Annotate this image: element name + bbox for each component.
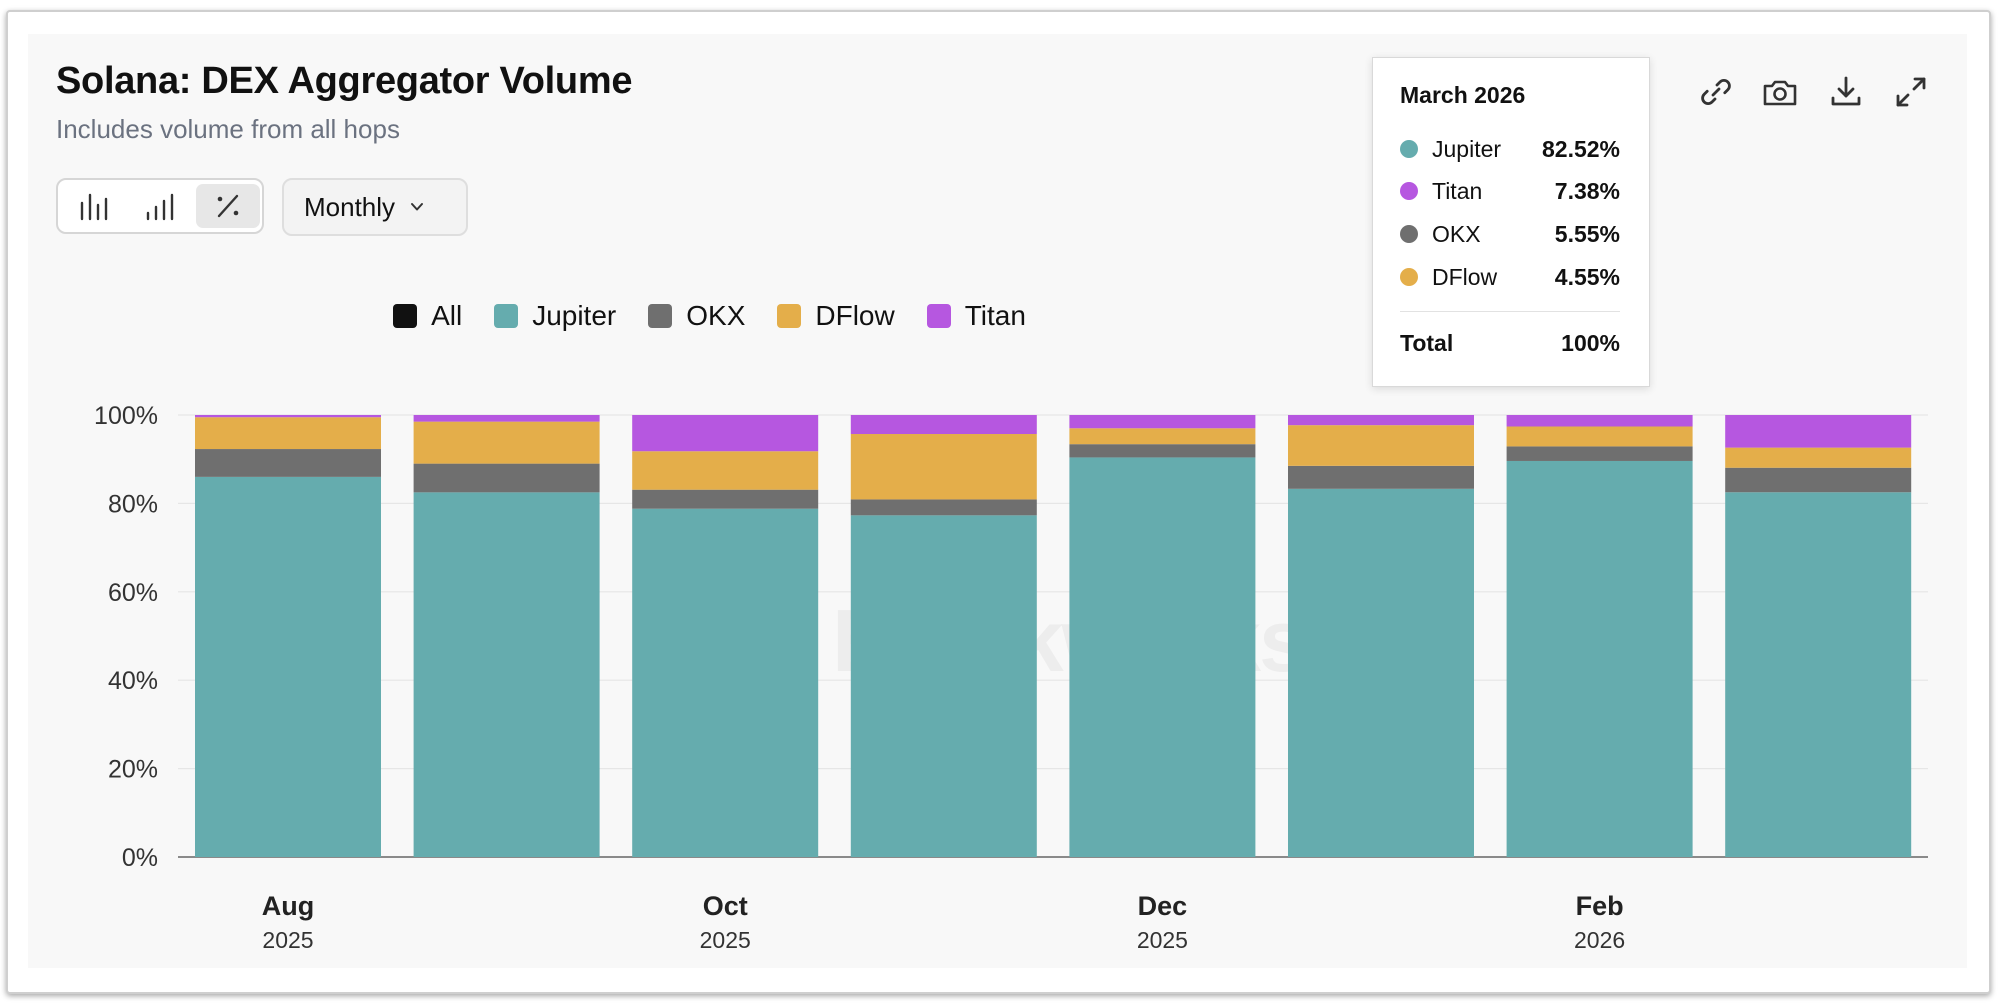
legend-item-okx[interactable]: OKX (648, 300, 745, 332)
chevron-down-icon (411, 203, 424, 211)
bar-segment-dflow (850, 434, 1037, 500)
bar-segment-okx (1069, 444, 1256, 458)
tooltip-series-value: 82.52% (1541, 135, 1620, 162)
tooltip-series-value: 5.55% (1554, 220, 1620, 247)
bar-segment-okx (632, 489, 819, 509)
bar-segment-dflow (1506, 426, 1693, 447)
tooltip-series-name: DFlow (1432, 263, 1498, 290)
bar-segment-dflow (195, 417, 381, 450)
bar-segment-okx (1288, 465, 1474, 489)
legend-label: Jupiter (532, 300, 617, 331)
y-tick-label: 80% (108, 490, 158, 518)
bar-segment-titan (195, 415, 381, 418)
tooltip-row: OKX 5.55% (1400, 219, 1620, 249)
bar-segment-titan (1725, 415, 1912, 448)
tooltip-series-name: Jupiter (1432, 135, 1502, 162)
x-tick-year: 2026 (1574, 927, 1625, 953)
x-tick-month: Oct (703, 891, 748, 921)
hover-tooltip: March 2026 Jupiter 82.52% Titan 7.38% OK… (1372, 57, 1650, 387)
link-icon[interactable] (1694, 70, 1738, 114)
bar-segment-jupiter (195, 476, 381, 857)
tooltip-dot (1400, 225, 1418, 243)
percent-icon[interactable] (196, 184, 260, 228)
camera-icon[interactable] (1758, 70, 1802, 114)
legend-label: OKX (686, 300, 746, 331)
bar-segment-okx (195, 449, 381, 477)
tooltip-total-label: Total (1400, 329, 1454, 356)
bar-segment-titan (1069, 415, 1256, 429)
tooltip-total-row: Total 100% (1400, 328, 1620, 358)
bar-segment-titan (850, 415, 1037, 435)
y-tick-label: 20% (108, 756, 158, 784)
legend-label: All (431, 300, 463, 331)
x-tick-month: Feb (1576, 891, 1624, 921)
bar-segment-titan (1288, 415, 1474, 426)
tooltip-title: March 2026 (1400, 82, 1526, 108)
tooltip-row: DFlow 4.55% (1400, 262, 1620, 292)
legend-item-titan[interactable]: Titan (926, 300, 1026, 332)
period-dropdown[interactable]: Monthly (282, 178, 468, 236)
legend-label: Titan (964, 300, 1026, 331)
bar-segment-jupiter (1506, 460, 1693, 857)
legend-item-dflow[interactable]: DFlow (777, 300, 895, 332)
x-tick-year: 2025 (700, 927, 751, 953)
chart-subtitle: Includes volume from all hops (56, 114, 400, 144)
tooltip-dot (1400, 140, 1418, 158)
expand-icon[interactable] (1889, 70, 1933, 114)
x-tick-month: Aug (262, 891, 314, 921)
bar-segment-jupiter (850, 515, 1037, 857)
bar-segment-dflow (1725, 447, 1912, 468)
legend-swatch (494, 304, 519, 328)
bar-segment-jupiter (1288, 488, 1474, 857)
tooltip-row: Titan 7.38% (1400, 176, 1620, 206)
tooltip-divider (1400, 311, 1620, 312)
bar-segment-dflow (1288, 425, 1474, 466)
tooltip-series-value: 4.55% (1554, 263, 1620, 290)
bar-segment-okx (1506, 446, 1693, 461)
tooltip-dot (1400, 182, 1418, 200)
chart-title: Solana: DEX Aggregator Volume (56, 60, 633, 102)
bar-segment-titan (413, 415, 600, 422)
bar-segment-jupiter (413, 492, 600, 857)
legend-swatch (926, 304, 951, 328)
x-tick-year: 2025 (262, 927, 313, 953)
bar-segment-jupiter (1069, 457, 1256, 857)
tooltip-series-value: 7.38% (1554, 177, 1620, 204)
legend-item-all[interactable]: All (393, 300, 462, 332)
y-tick-label: 60% (108, 579, 158, 607)
x-tick-year: 2025 (1137, 927, 1188, 953)
chart-legend: All Jupiter OKX DFlow Titan (0, 300, 1709, 332)
bar-segment-titan (1506, 415, 1693, 427)
legend-label: DFlow (815, 300, 895, 331)
bar-segment-dflow (1069, 428, 1256, 445)
view-mode-toggle (56, 178, 264, 234)
download-icon[interactable] (1824, 70, 1868, 114)
bar-chart-icon[interactable] (62, 184, 126, 228)
bar-segment-dflow (632, 451, 819, 490)
tooltip-series-name: Titan (1432, 177, 1483, 204)
y-tick-label: 40% (108, 667, 158, 695)
bar-segment-dflow (413, 421, 600, 464)
tooltip-row: Jupiter 82.52% (1400, 134, 1620, 164)
bar-segment-okx (1725, 467, 1912, 493)
tooltip-total-value: 100% (1561, 329, 1620, 356)
legend-item-jupiter[interactable]: Jupiter (494, 300, 616, 332)
period-dropdown-label: Monthly (304, 191, 396, 222)
tooltip-series-name: OKX (1432, 220, 1481, 247)
y-tick-label: 0% (122, 844, 158, 872)
bar-segment-titan (632, 415, 819, 452)
legend-swatch (648, 304, 673, 328)
bar-segment-okx (413, 463, 600, 493)
bar-segment-jupiter (1725, 492, 1912, 857)
bar-segment-okx (850, 499, 1037, 516)
stacked-bar-icon[interactable] (128, 184, 192, 228)
legend-swatch (393, 304, 418, 328)
tooltip-dot (1400, 268, 1418, 286)
legend-swatch (777, 304, 802, 328)
y-tick-label: 100% (94, 402, 158, 430)
bar-segment-jupiter (632, 508, 819, 857)
x-tick-month: Dec (1138, 891, 1188, 921)
